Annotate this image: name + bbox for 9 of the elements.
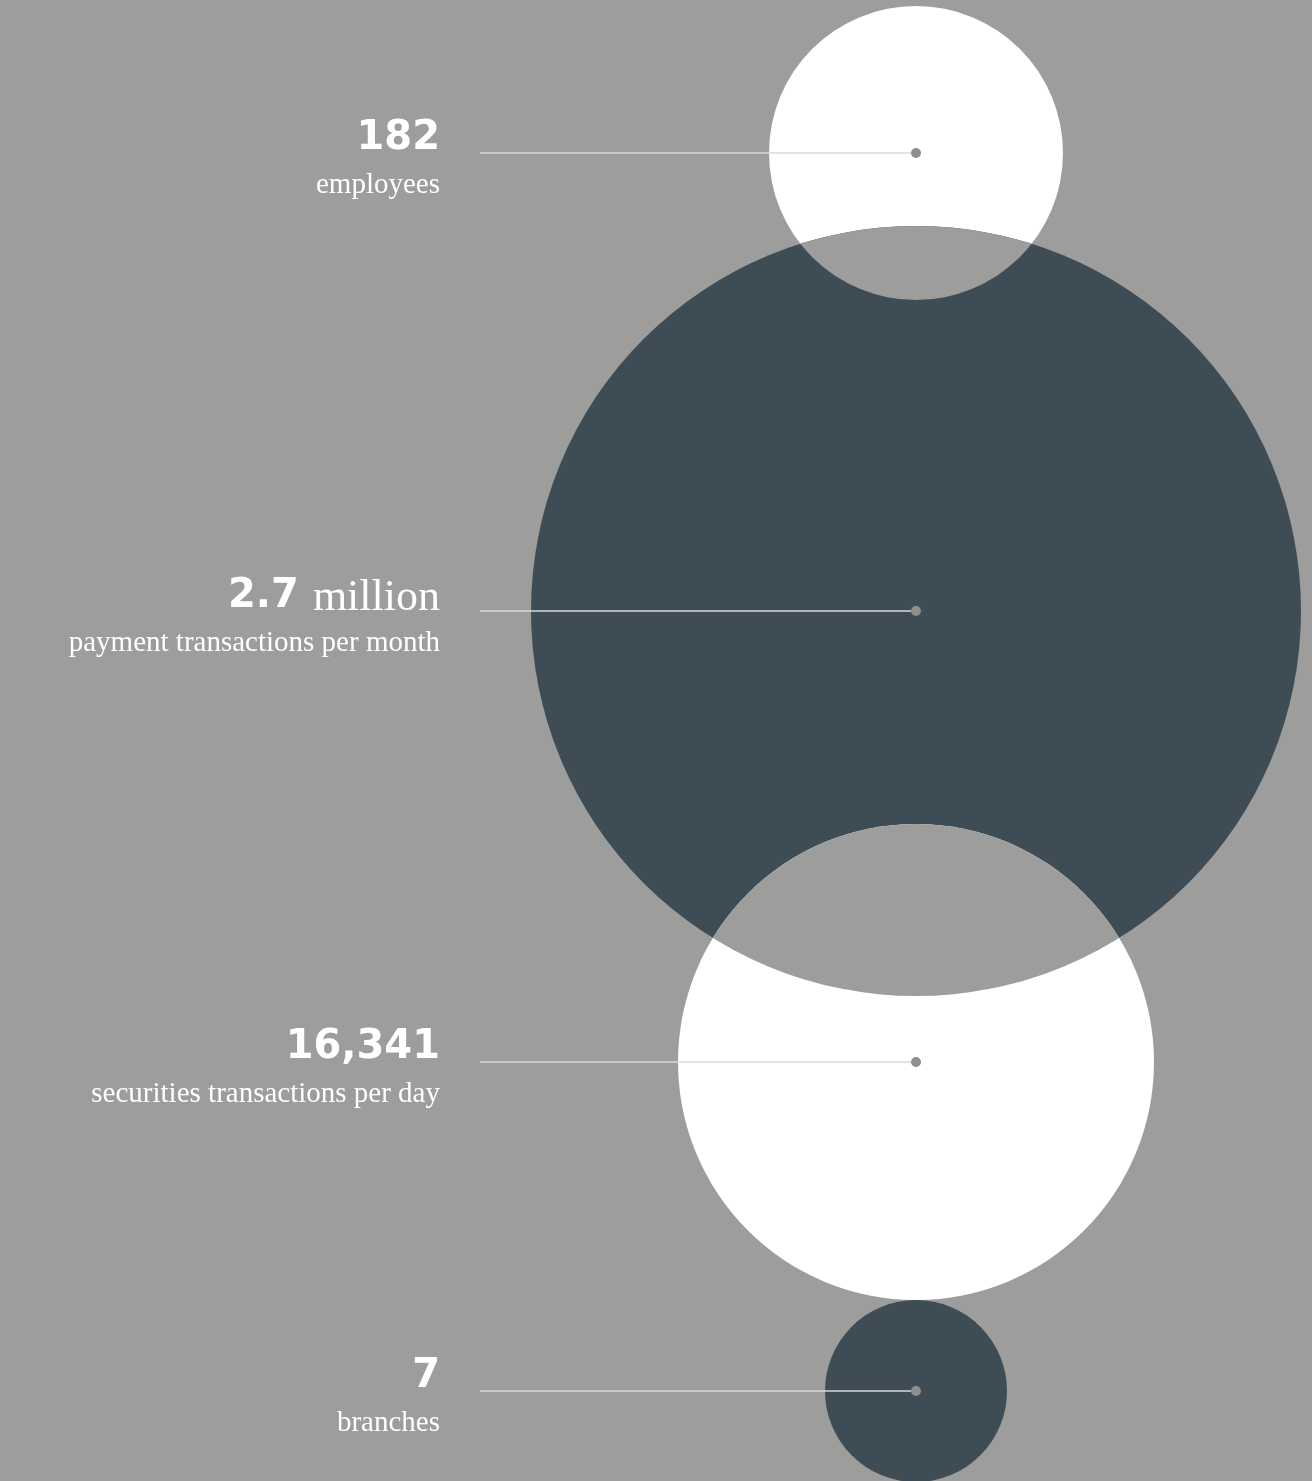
data-label: 7 (412, 1350, 440, 1396)
text: million (312, 570, 440, 620)
data-label: 16,341 (285, 1021, 440, 1067)
category-label: payment transactions per month (68, 625, 441, 657)
data-label: 182 (356, 112, 440, 158)
category-label: branches (336, 1405, 440, 1437)
category-label: securities transactions per day (91, 1076, 441, 1108)
category-label: employees (315, 167, 440, 199)
data-label: 2.7 (228, 570, 299, 616)
